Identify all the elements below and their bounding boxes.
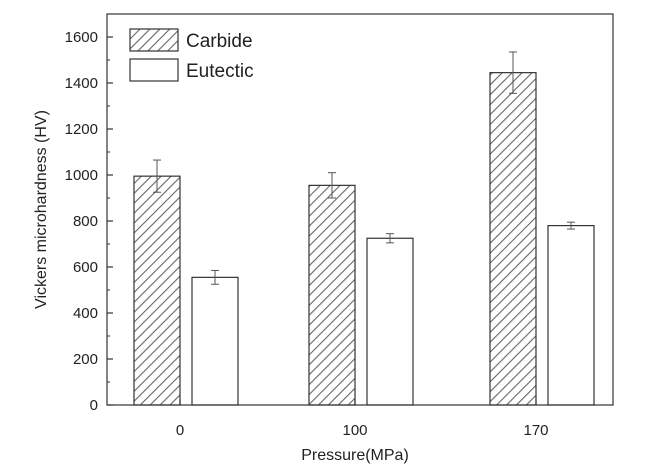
y-tick-label: 400 — [73, 305, 98, 322]
bar-carbide-100 — [308, 184, 356, 406]
y-tick-label: 200 — [73, 351, 98, 368]
x-tick-label: 170 — [523, 422, 548, 439]
bar-eutectic-100 — [366, 237, 414, 406]
y-tick-label: 600 — [73, 259, 98, 276]
y-tick-label: 1200 — [65, 121, 98, 138]
bar-eutectic-170 — [547, 225, 595, 406]
y-tick-label: 800 — [73, 213, 98, 230]
error-bars-layer — [153, 51, 575, 285]
x-axis-ticks: 0 100 170 — [176, 399, 549, 439]
legend-label-carbide: Carbide — [186, 31, 253, 52]
plot-frame — [106, 13, 614, 406]
bar-eutectic-0 — [191, 276, 239, 406]
y-axis-ticks: 0 200 400 600 800 1000 1200 1400 1600 — [65, 29, 113, 414]
x-tick-label: 100 — [342, 422, 367, 439]
y-axis-label: Vickers microhardness (HV) — [33, 110, 50, 309]
bar-carbide-170 — [489, 72, 537, 406]
y-tick-label: 0 — [90, 397, 98, 414]
y-tick-label: 1000 — [65, 167, 98, 184]
x-axis-label: Pressure(MPa) — [301, 447, 409, 464]
legend-swatch-carbide — [129, 28, 179, 52]
bar-carbide-0 — [133, 175, 181, 406]
bars-layer — [133, 72, 595, 406]
y-tick-label: 1600 — [65, 29, 98, 46]
legend-swatch-eutectic — [129, 58, 179, 82]
x-tick-label: 0 — [176, 422, 184, 439]
legend-label-eutectic: Eutectic — [186, 61, 254, 82]
y-tick-label: 1400 — [65, 75, 98, 92]
legend: Carbide Eutectic — [129, 28, 254, 82]
